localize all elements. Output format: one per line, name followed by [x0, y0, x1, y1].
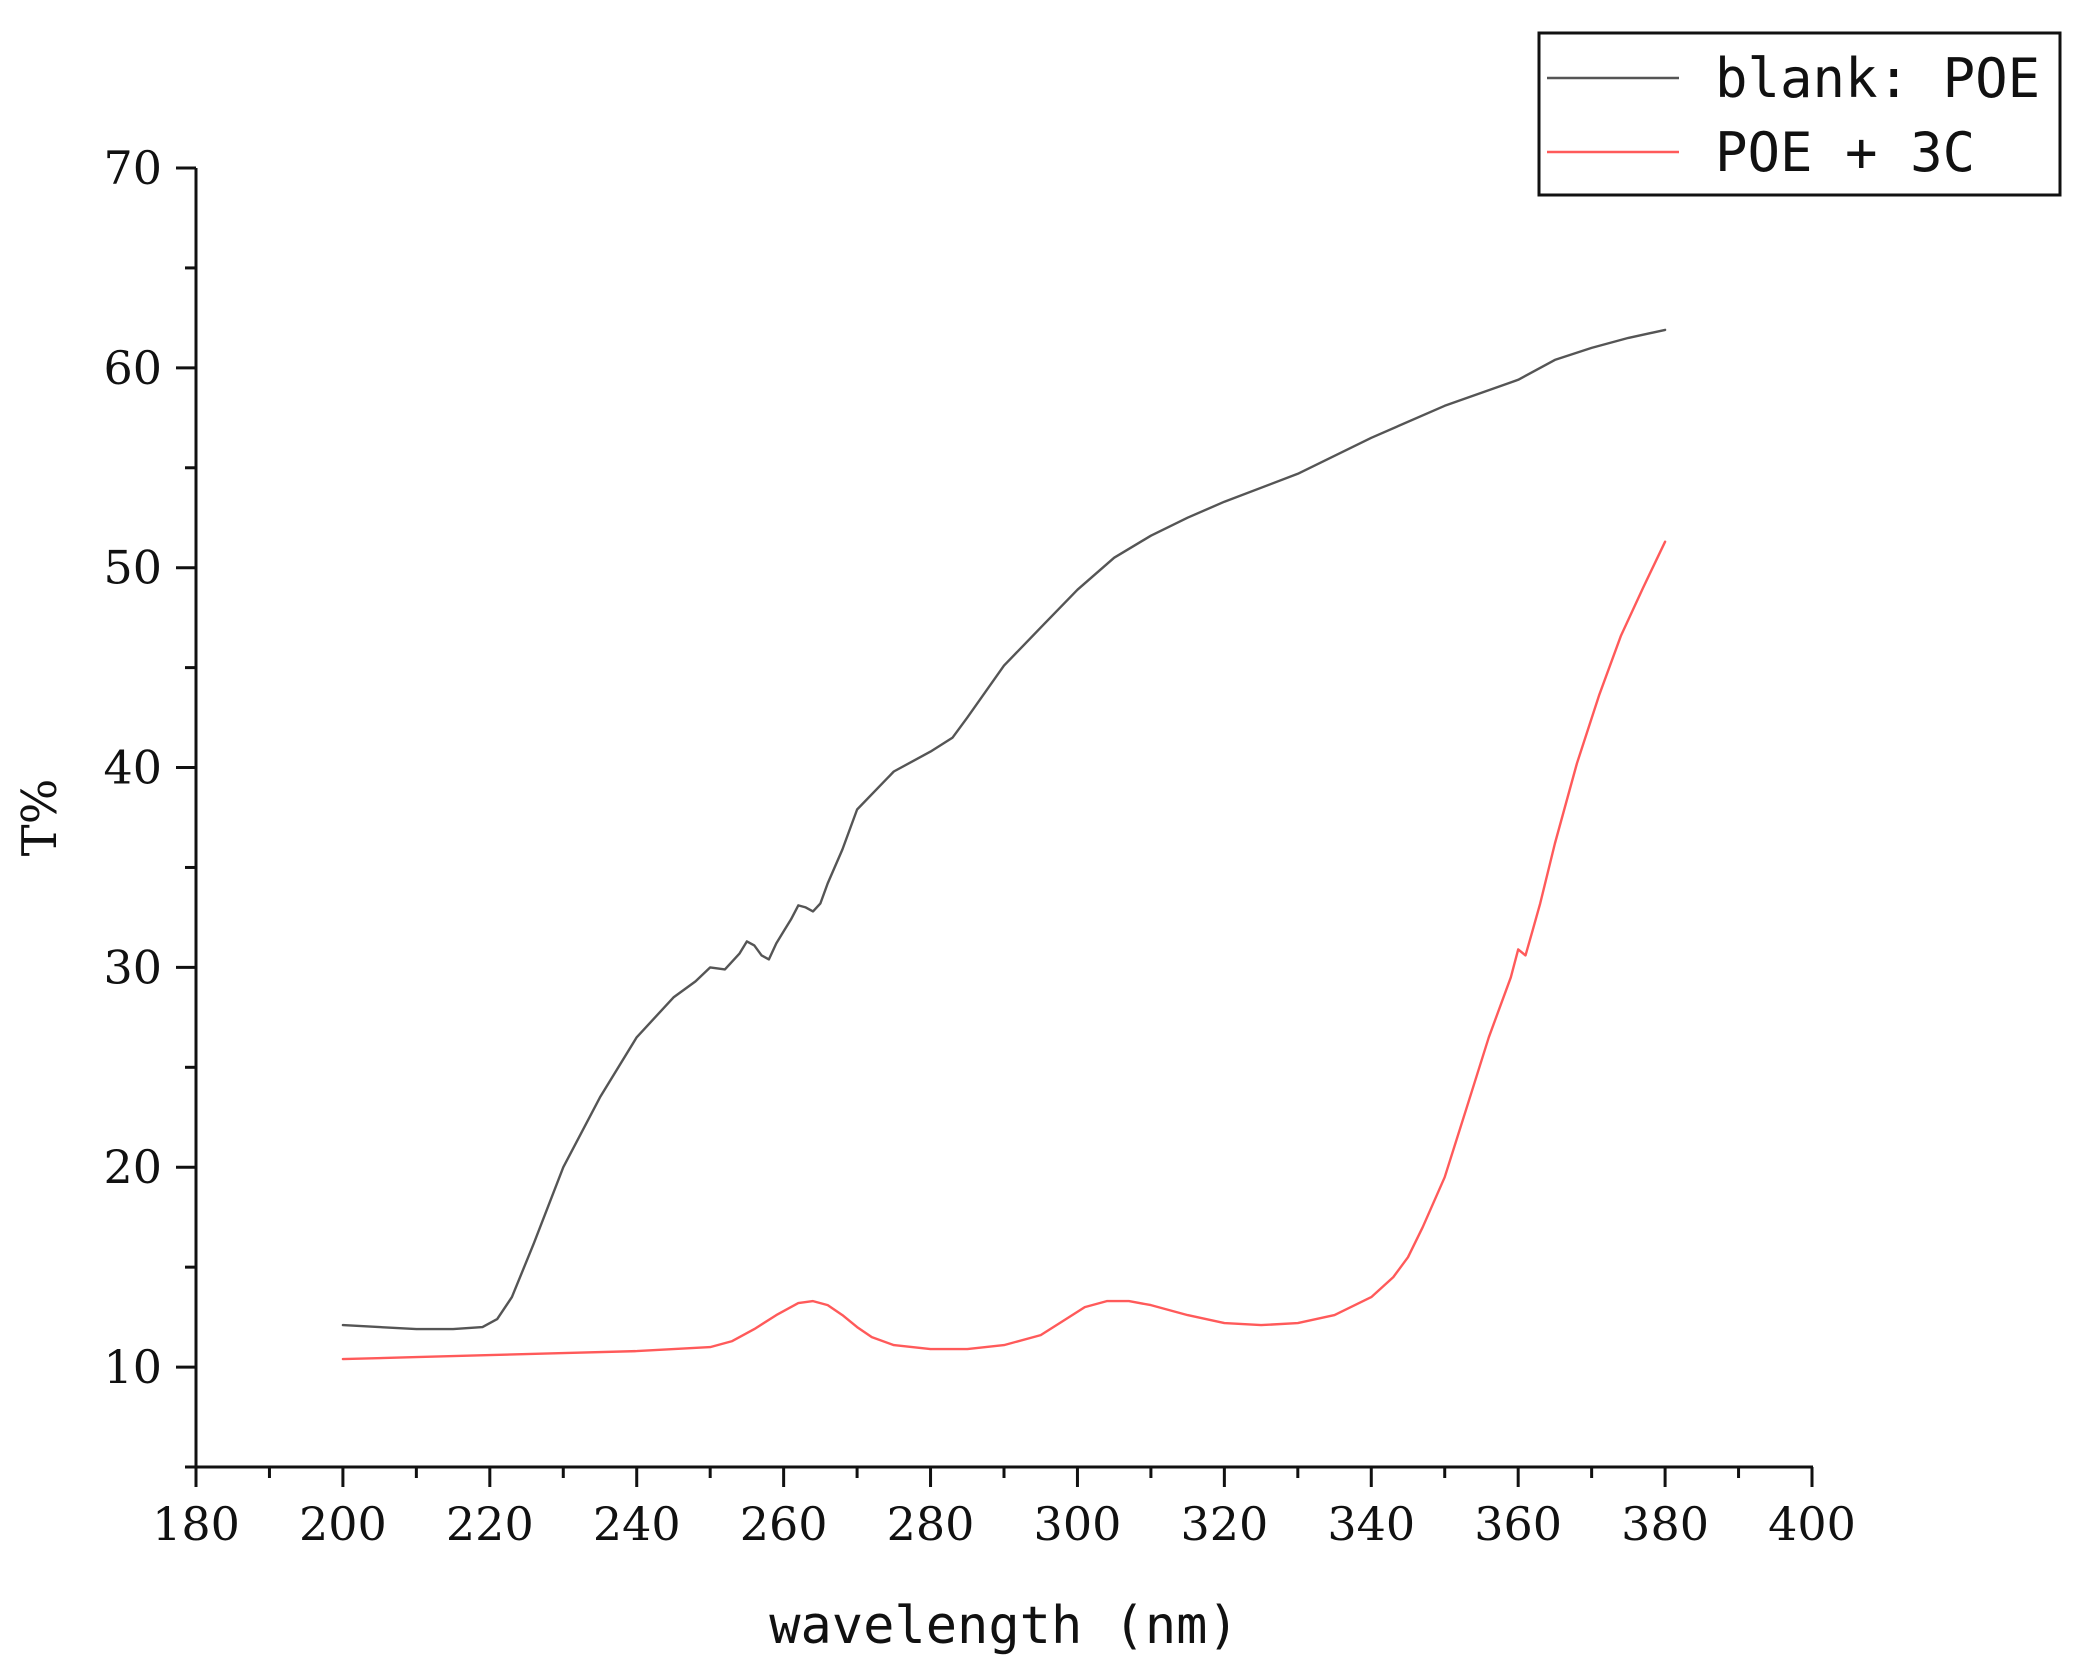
- axes: [194, 168, 1813, 1469]
- x-tick-label: 400: [1768, 1497, 1856, 1551]
- x-axis-ticks: 180 200 220 240 260 280 300 320 340 360 380 400: [152, 1467, 1856, 1551]
- y-tick-label: 70: [103, 141, 162, 195]
- y-axis-title: T%: [12, 779, 68, 857]
- y-tick-label: 60: [103, 341, 162, 395]
- legend: blank: POE POE + 3C: [1537, 31, 2062, 197]
- x-tick-label: 220: [446, 1497, 534, 1551]
- x-tick-label: 380: [1621, 1497, 1709, 1551]
- series-line-2: [341, 540, 1667, 1361]
- y-axis-ticks: 10 20 30 40 50 60 70: [103, 141, 196, 1469]
- y-tick-label: 50: [103, 541, 162, 595]
- x-tick-label: 280: [887, 1497, 975, 1551]
- x-tick-label: 320: [1180, 1497, 1268, 1551]
- x-tick-label: 200: [299, 1497, 387, 1551]
- y-tick-label: 40: [103, 741, 162, 795]
- x-tick-label: 340: [1327, 1497, 1415, 1551]
- series-lines: [341, 328, 1667, 1361]
- x-axis-title: wavelength (nm): [769, 1596, 1239, 1656]
- x-tick-label: 260: [740, 1497, 828, 1551]
- series-line-1: [341, 328, 1667, 1331]
- y-tick-label: 30: [103, 940, 162, 994]
- legend-items: blank: POE POE + 3C: [1547, 47, 2040, 184]
- x-tick-label: 360: [1474, 1497, 1562, 1551]
- y-tick-label: 10: [103, 1340, 162, 1394]
- x-tick-label: 300: [1034, 1497, 1122, 1551]
- x-tick-label: 180: [152, 1497, 240, 1551]
- legend-label: blank: POE: [1715, 47, 2040, 110]
- legend-box: [1537, 31, 2062, 197]
- x-tick-label: 240: [593, 1497, 681, 1551]
- y-tick-label: 20: [103, 1140, 162, 1194]
- legend-label: POE + 3C: [1715, 121, 1975, 184]
